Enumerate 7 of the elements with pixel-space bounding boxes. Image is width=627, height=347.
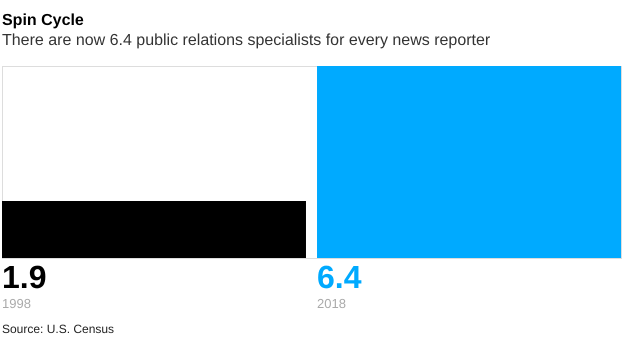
x-tick-label: 1998 xyxy=(2,296,31,311)
data-label: 6.4 xyxy=(317,259,362,295)
chart-title: Spin Cycle xyxy=(2,12,84,29)
data-label: 1.9 xyxy=(2,259,46,295)
chart-subtitle: There are now 6.4 public relations specialists for every news reporter xyxy=(2,32,491,49)
x-tick-label: 2018 xyxy=(317,296,346,311)
source-note: Source: U.S. Census xyxy=(2,322,114,336)
